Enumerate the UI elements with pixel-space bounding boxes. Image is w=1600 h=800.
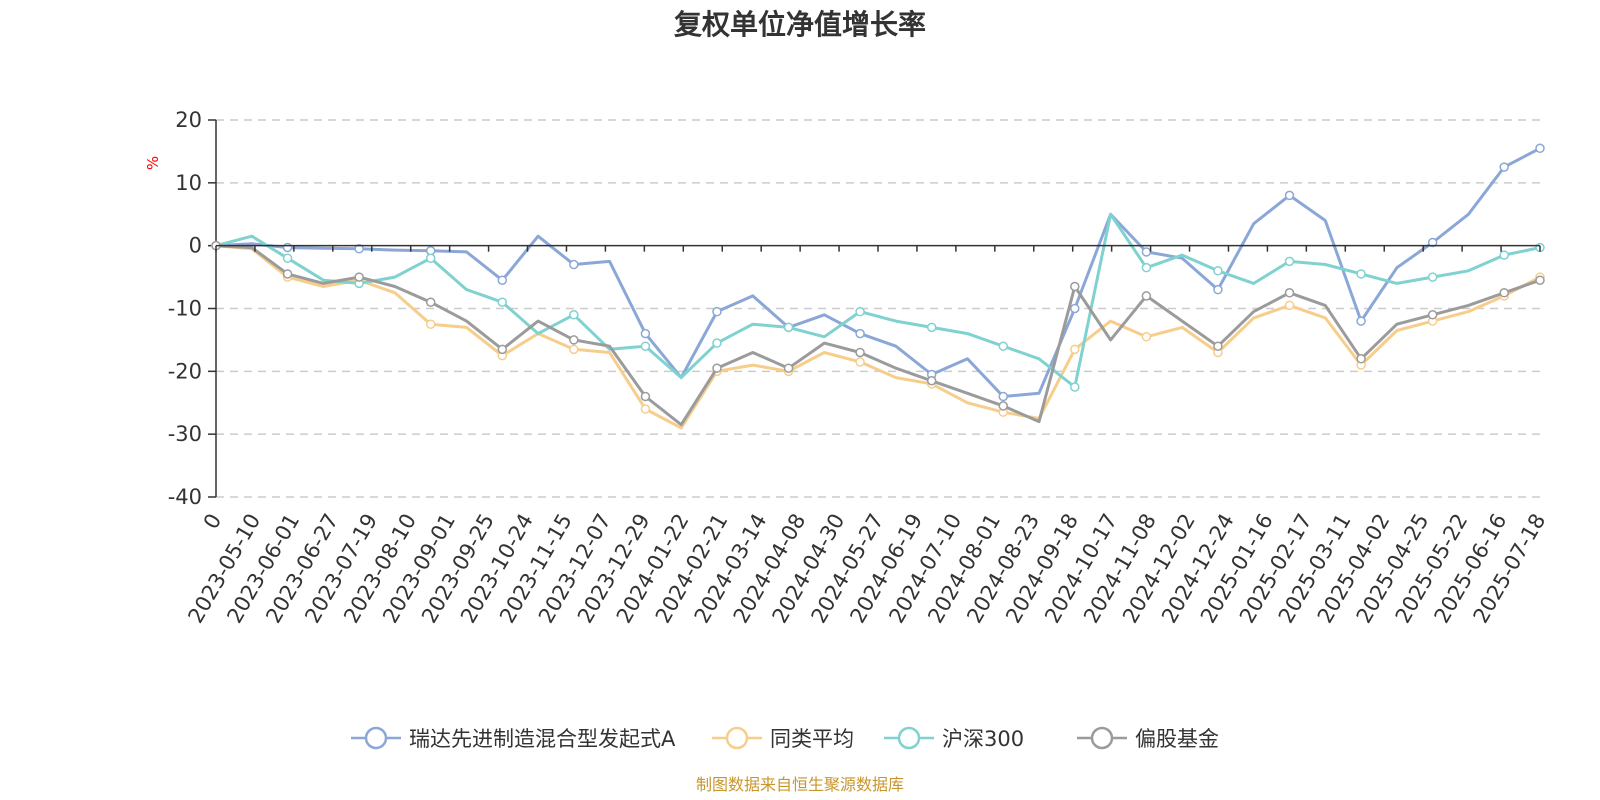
series-point	[783, 363, 794, 373]
series-point	[855, 328, 865, 339]
legend-marker	[725, 726, 749, 750]
y-tick-label: -20	[168, 359, 202, 383]
legend-marker	[1090, 726, 1114, 750]
series-point	[497, 275, 508, 285]
series-point	[1141, 332, 1152, 342]
legend-marker	[897, 726, 921, 750]
y-tick-label: 0	[189, 234, 202, 258]
series-point	[1535, 143, 1545, 154]
series-point	[855, 306, 865, 317]
series-point	[354, 244, 364, 254]
series-point	[1499, 162, 1509, 172]
legend-item-3[interactable]: 沪深300	[884, 726, 1024, 751]
legend-item-2[interactable]: 同类平均	[712, 726, 854, 751]
series-point	[1284, 288, 1295, 298]
legend-item-1[interactable]: 瑞达先进制造混合型发起式A	[351, 726, 676, 751]
y-tick-label: -30	[168, 422, 202, 446]
series-point	[1213, 341, 1223, 351]
series-lines	[211, 143, 1545, 430]
series-point	[1356, 354, 1366, 364]
series-point	[569, 259, 579, 270]
series-point	[640, 341, 651, 351]
series-point	[497, 344, 508, 355]
x-tick-label: 0	[199, 510, 226, 534]
chart-title: 复权单位净值增长率	[674, 8, 926, 41]
series-point	[640, 391, 651, 402]
series-point	[926, 376, 937, 386]
series-point	[1141, 262, 1152, 273]
series-point	[282, 269, 293, 279]
series-point	[1213, 266, 1223, 276]
series-point	[1499, 288, 1509, 298]
legend-item-4[interactable]: 偏股基金	[1077, 726, 1219, 751]
series-point	[1070, 303, 1080, 314]
series-point	[1070, 382, 1080, 392]
series-point	[1141, 291, 1152, 301]
x-axis-ticks: 02023-05-102023-06-012023-06-272023-07-1…	[183, 244, 1550, 627]
legend-label: 瑞达先进制造混合型发起式A	[409, 727, 676, 751]
legend-label: 偏股基金	[1135, 727, 1219, 751]
y-tick-label: -10	[168, 297, 202, 321]
series-point	[282, 253, 293, 263]
series-point	[783, 322, 794, 333]
series-point	[569, 310, 579, 320]
series-line-3	[215, 212, 1541, 389]
y-axis-ticks: -40 -30 -20 -10 0 10 20	[168, 108, 217, 509]
series-point	[282, 242, 293, 253]
series-point	[497, 297, 508, 307]
legend-marker	[364, 726, 388, 750]
series-point	[855, 357, 865, 367]
series-point	[640, 328, 651, 339]
series-line-2	[215, 244, 1541, 430]
y-tick-label: -40	[168, 485, 202, 509]
series-point	[712, 363, 722, 373]
series-point	[1427, 272, 1438, 282]
series-point	[1427, 237, 1438, 248]
series-point	[998, 401, 1008, 411]
series-point	[1427, 310, 1438, 320]
series-line-1	[215, 146, 1541, 398]
legend[interactable]: 瑞达先进制造混合型发起式A 同类平均 沪深300 偏股基金	[351, 726, 1219, 751]
series-point	[998, 341, 1008, 351]
series-point	[425, 319, 436, 329]
y-tick-label: 20	[175, 108, 202, 132]
legend-label: 沪深300	[942, 727, 1024, 751]
series-point	[569, 335, 579, 345]
series-point	[1070, 344, 1080, 355]
series-point	[569, 344, 579, 355]
series-point	[1070, 281, 1080, 292]
y-tick-label: 10	[175, 171, 202, 195]
series-point	[354, 272, 364, 282]
series-point	[926, 322, 937, 333]
series-point	[1284, 190, 1295, 201]
series-point	[1499, 250, 1509, 260]
series-point	[855, 347, 865, 358]
series-point	[425, 253, 436, 263]
y-axis-unit-label: %	[144, 156, 162, 170]
series-point	[1284, 300, 1295, 311]
series-point	[1535, 275, 1545, 285]
series-point	[712, 338, 722, 348]
series-point	[712, 306, 722, 317]
series-point	[998, 391, 1008, 402]
series-point	[1141, 247, 1152, 257]
series-point	[1356, 269, 1366, 279]
series-point	[1213, 284, 1223, 295]
series-point	[1284, 256, 1295, 267]
series-point	[1356, 316, 1366, 326]
source-note: 制图数据来自恒生聚源数据库	[696, 775, 904, 794]
series-line-4	[215, 244, 1541, 427]
series-point	[640, 404, 651, 414]
series-point	[425, 297, 436, 307]
legend-label: 同类平均	[770, 727, 854, 751]
